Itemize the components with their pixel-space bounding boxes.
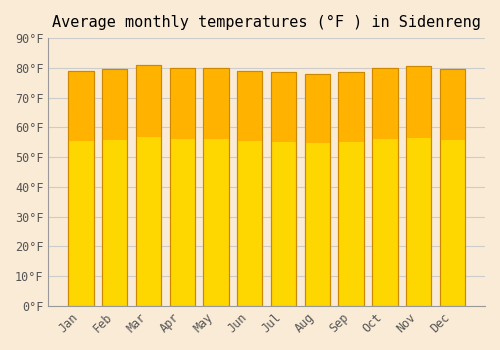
Bar — [440, 69, 465, 306]
Bar — [102, 69, 128, 306]
Bar — [440, 69, 465, 306]
Bar — [271, 72, 296, 306]
Bar — [68, 71, 94, 306]
Bar — [237, 71, 262, 306]
Bar — [204, 68, 229, 306]
Bar — [68, 71, 94, 141]
Bar — [338, 72, 364, 306]
Bar — [338, 72, 364, 306]
Title: Average monthly temperatures (°F ) in Sidenreng: Average monthly temperatures (°F ) in Si… — [52, 15, 481, 30]
Bar — [170, 68, 195, 306]
Bar — [237, 71, 262, 306]
Bar — [136, 65, 161, 306]
Bar — [304, 74, 330, 306]
Bar — [372, 68, 398, 306]
Bar — [204, 68, 229, 139]
Bar — [170, 68, 195, 139]
Bar — [304, 74, 330, 306]
Bar — [406, 66, 431, 306]
Bar — [68, 71, 94, 306]
Bar — [271, 72, 296, 142]
Bar — [338, 72, 364, 142]
Bar — [372, 68, 398, 139]
Bar — [136, 65, 161, 306]
Bar — [406, 66, 431, 138]
Bar — [170, 68, 195, 306]
Bar — [237, 71, 262, 141]
Bar — [372, 68, 398, 306]
Bar — [440, 69, 465, 140]
Bar — [406, 66, 431, 306]
Bar — [304, 74, 330, 144]
Bar — [136, 65, 161, 137]
Bar — [102, 69, 128, 140]
Bar — [204, 68, 229, 306]
Bar — [271, 72, 296, 306]
Bar — [102, 69, 128, 306]
